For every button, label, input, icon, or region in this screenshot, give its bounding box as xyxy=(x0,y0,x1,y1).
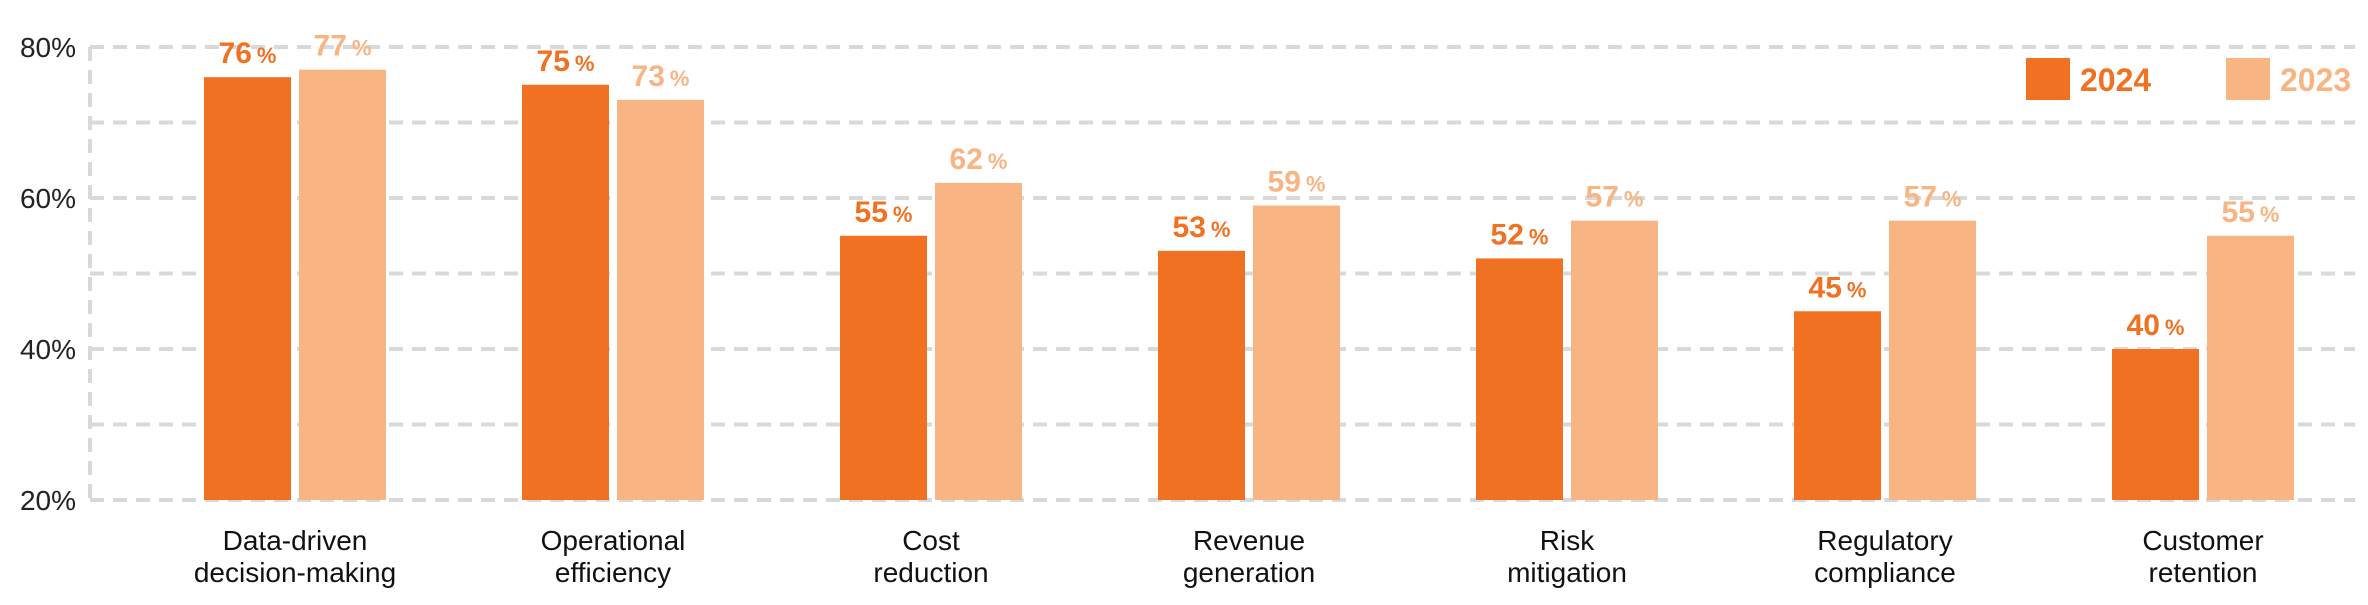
y-tick-label: 60% xyxy=(20,183,76,214)
bar-2023-4 xyxy=(1571,220,1658,500)
y-tick-label: 40% xyxy=(20,334,76,365)
legend: 2024 2023 xyxy=(2026,58,2351,100)
bar-2023-2 xyxy=(935,182,1022,500)
x-tick-label: Revenue generation xyxy=(1183,525,1315,588)
value-label-2023-1: 73% xyxy=(632,60,690,93)
value-label-2023-4: 57% xyxy=(1586,181,1644,214)
bar-2023-3 xyxy=(1253,205,1340,501)
value-label-2023-6: 55% xyxy=(2222,196,2280,229)
value-label-2024-1: 75% xyxy=(537,45,595,78)
bar-2023-5 xyxy=(1889,220,1976,500)
value-label-2023-0: 77% xyxy=(314,30,372,63)
data-labels: 76% 77% 75% 73 % 55 % 62 % 53 % 59 % 52 % 57 % 45 % 57 % 40 % 5… xyxy=(219,30,2280,342)
value-label-2023-3: 59% xyxy=(1268,166,1326,199)
y-tick-label: 20% xyxy=(20,485,76,516)
bar-2023-6 xyxy=(2207,235,2294,500)
bar-2024-6 xyxy=(2112,349,2199,500)
legend-label-2023: 2023 xyxy=(2280,62,2351,98)
bar-2024-4 xyxy=(1476,258,1563,500)
x-tick-label: Regulatory compliance xyxy=(1814,525,1956,588)
x-tick-label: Data-driven decision-making xyxy=(194,525,396,588)
bars xyxy=(204,69,2294,501)
value-label-2024-3: 53% xyxy=(1173,211,1231,244)
bar-2024-3 xyxy=(1158,250,1245,500)
x-tick-label: Customer retention xyxy=(2142,525,2263,588)
bar-2024-2 xyxy=(840,235,927,500)
value-label-2024-0: 76% xyxy=(219,37,277,70)
legend-swatch-2024 xyxy=(2026,58,2070,100)
y-axis: 20% 40% 60% 80% xyxy=(20,32,76,516)
x-axis: Data-driven decision-making Operational eff… xyxy=(194,525,2264,588)
bar-2024-1 xyxy=(522,84,609,500)
value-label-2024-5: 45% xyxy=(1809,271,1867,304)
value-label-2024-6: 40% xyxy=(2127,309,2185,342)
bar-2023-0 xyxy=(299,69,386,501)
value-label-2024-4: 52% xyxy=(1491,218,1549,251)
bar-2024-0 xyxy=(204,77,291,500)
x-tick-label: Cost reduction xyxy=(873,525,988,588)
bar-2023-1 xyxy=(617,99,704,500)
legend-swatch-2023 xyxy=(2226,58,2270,100)
y-tick-label: 80% xyxy=(20,32,76,63)
x-tick-label: Risk mitigation xyxy=(1507,525,1627,588)
bar-2024-5 xyxy=(1794,311,1881,500)
value-label-2023-5: 57% xyxy=(1904,181,1962,214)
legend-label-2024: 2024 xyxy=(2080,62,2151,98)
x-tick-label: Operational efficiency xyxy=(541,525,686,588)
value-label-2023-2: 62% xyxy=(950,143,1008,176)
value-label-2024-2: 55% xyxy=(855,196,913,229)
